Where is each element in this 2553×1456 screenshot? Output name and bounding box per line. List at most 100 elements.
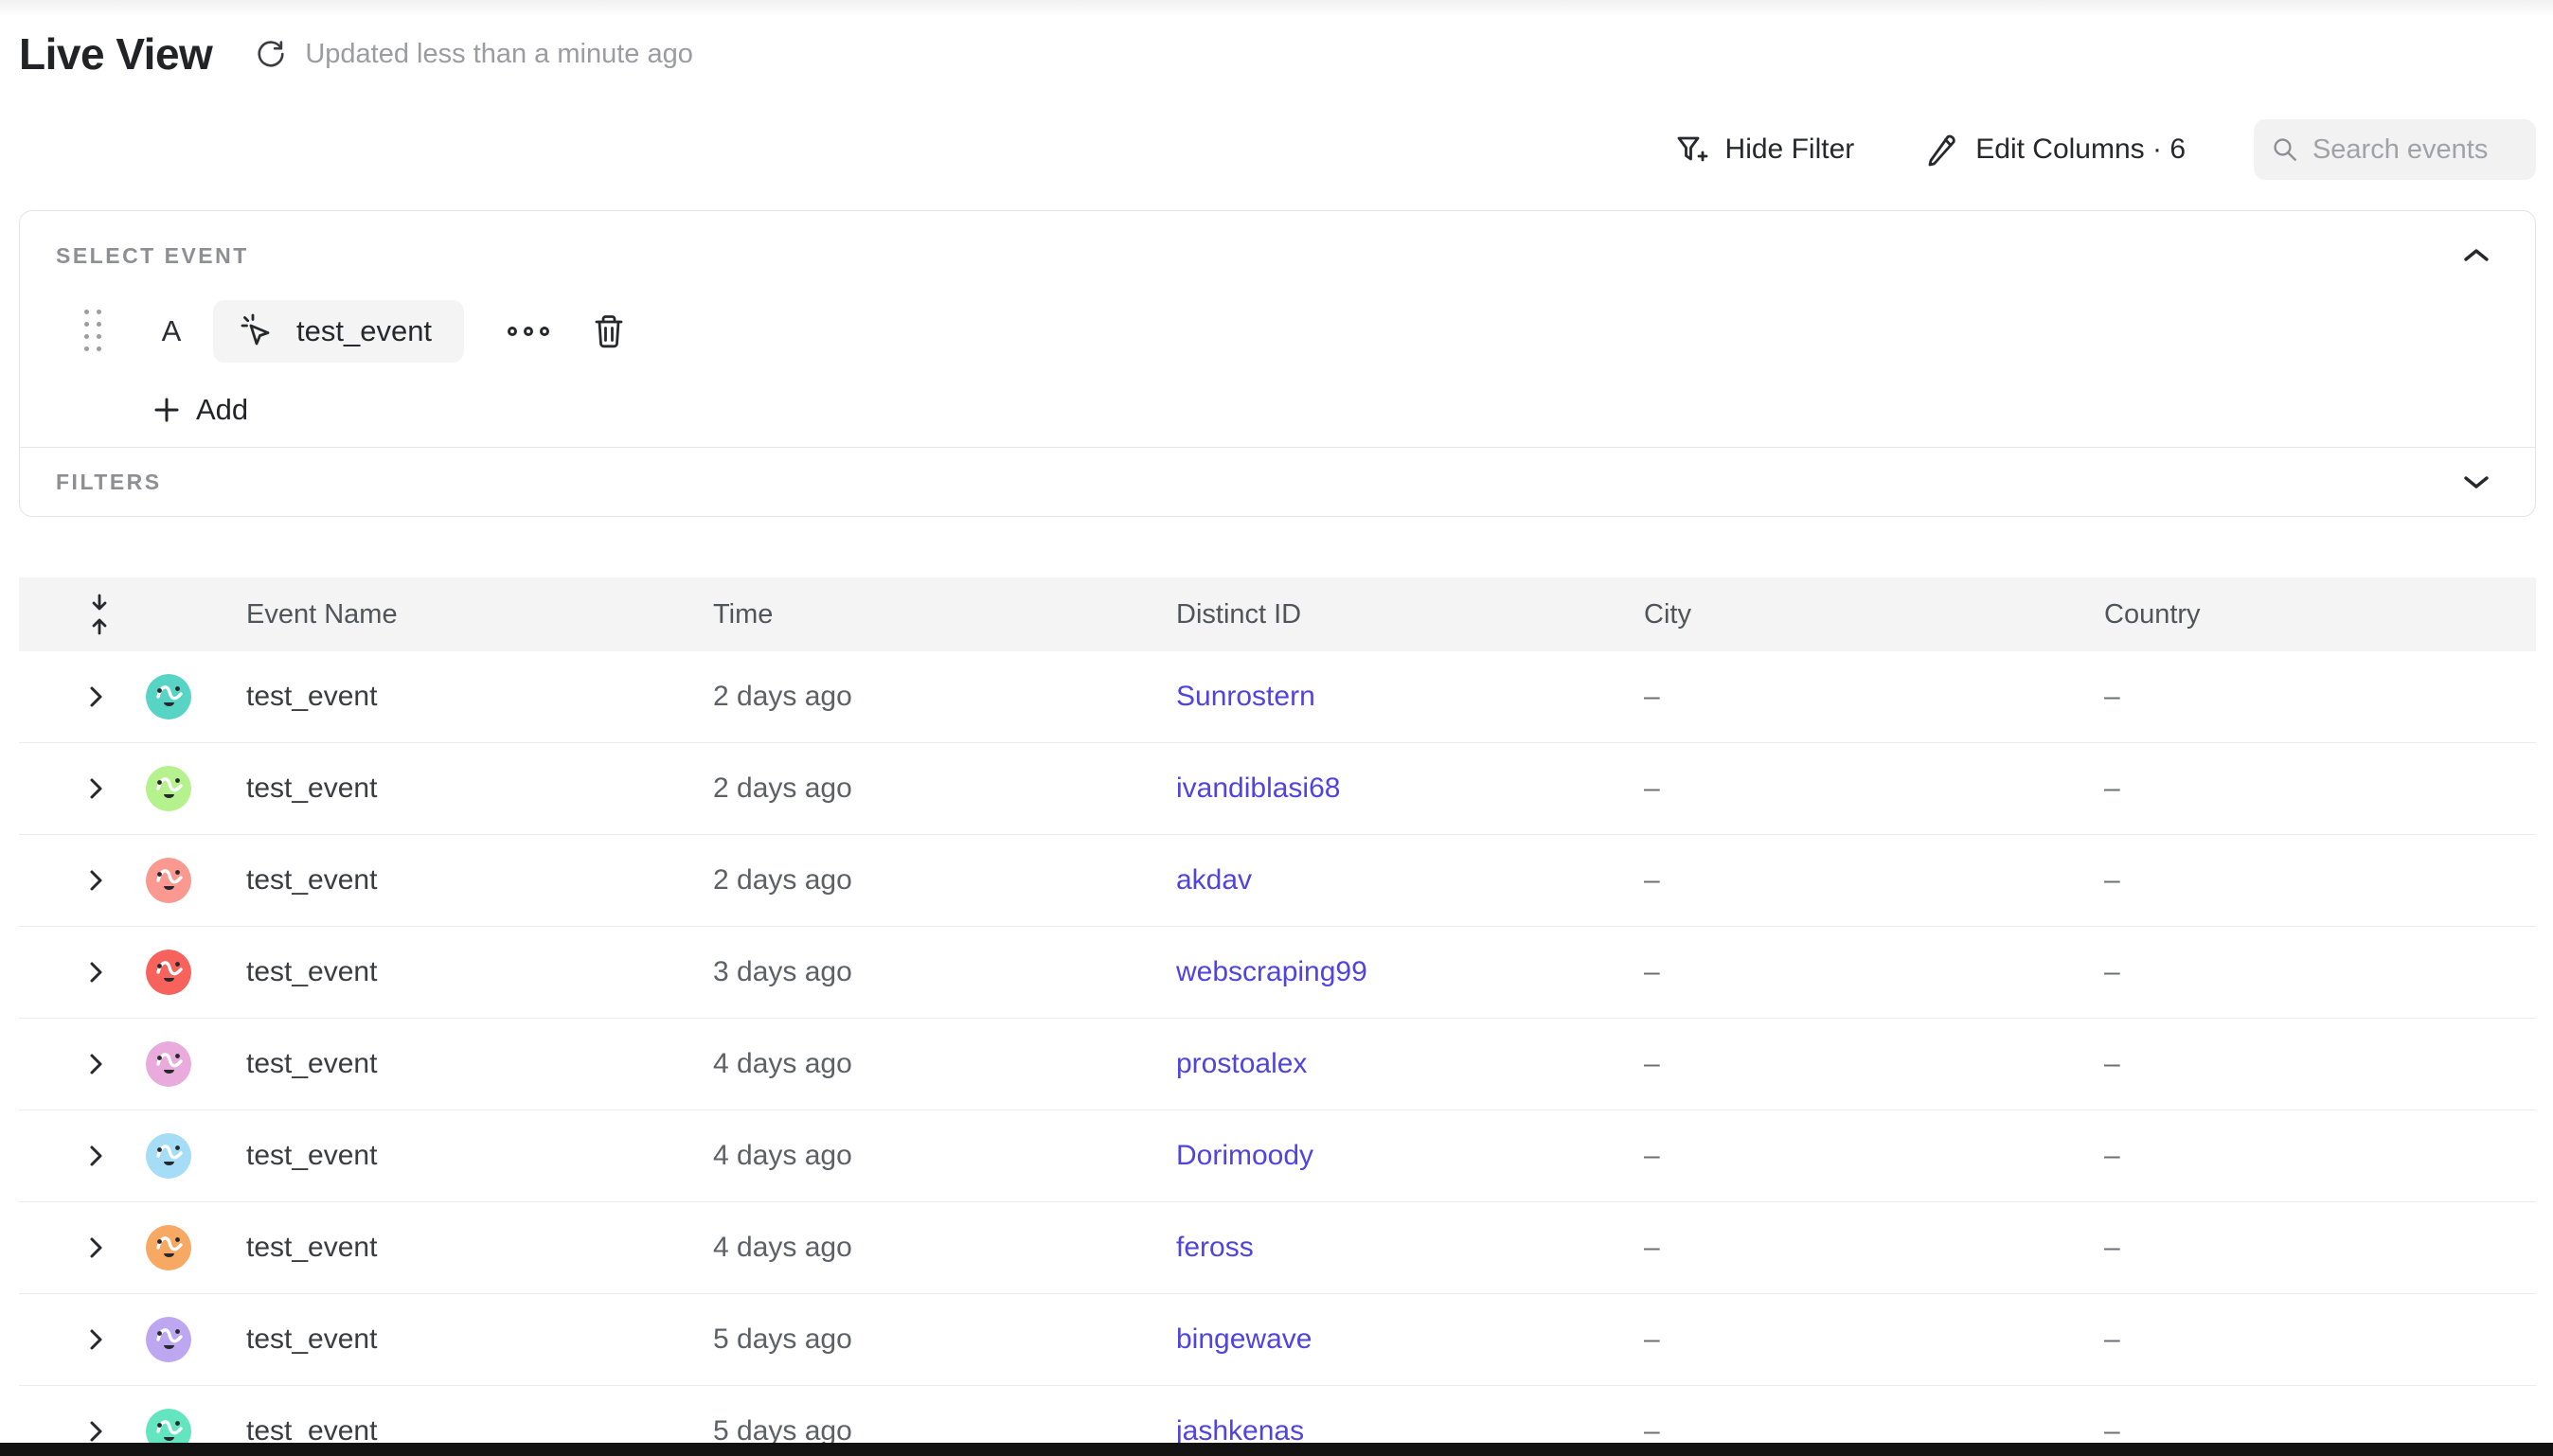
distinct-id-link[interactable]: feross (1176, 1232, 1254, 1263)
expand-row-icon[interactable] (87, 867, 104, 894)
pencil-icon (1928, 134, 1955, 167)
expand-row-icon[interactable] (87, 1326, 104, 1353)
column-header-distinct-id[interactable]: Distinct ID (1176, 598, 1302, 630)
cursor-click-icon (241, 313, 270, 346)
avatar (146, 1133, 191, 1179)
filters-section: FILTERS (20, 448, 2535, 516)
avatar (146, 1225, 191, 1270)
updated-status: Updated less than a minute ago (305, 38, 693, 69)
delete-event-button[interactable] (585, 307, 633, 356)
distinct-id-link[interactable]: akdav (1176, 864, 1253, 896)
filters-label: FILTERS (56, 469, 162, 494)
add-label: Add (196, 393, 249, 426)
trash-icon (595, 315, 623, 348)
search-box[interactable] (2254, 119, 2536, 180)
top-edge-fade (0, 0, 2553, 17)
city-cell: – (1644, 1048, 1660, 1079)
hide-filter-label: Hide Filter (1724, 133, 1855, 165)
hide-filter-button[interactable]: Hide Filter (1672, 131, 1855, 169)
time-cell: 4 days ago (713, 1232, 852, 1263)
country-cell: – (2104, 1048, 2120, 1079)
country-cell: – (2104, 1140, 2120, 1171)
edit-columns-button[interactable]: Edit Columns · 6 (1922, 131, 2186, 169)
event-name-cell: test_event (246, 1048, 378, 1079)
country-cell: – (2104, 864, 2120, 896)
add-event-button[interactable]: Add (152, 393, 248, 427)
select-event-label: SELECT EVENT (56, 242, 249, 268)
expand-row-icon[interactable] (87, 959, 104, 985)
city-cell: – (1644, 1323, 1660, 1355)
event-selector-button[interactable]: test_event (213, 300, 465, 363)
event-name-cell: test_event (246, 772, 378, 804)
expand-row-icon[interactable] (87, 1143, 104, 1169)
table-row[interactable]: test_event 4 days ago prostoalex – – (19, 1019, 2536, 1110)
table-row[interactable]: test_event 3 days ago webscraping99 – – (19, 927, 2536, 1019)
distinct-id-link[interactable]: webscraping99 (1176, 956, 1367, 987)
distinct-id-link[interactable]: Sunrostern (1176, 681, 1315, 712)
time-cell: 2 days ago (713, 772, 852, 804)
expand-row-icon[interactable] (87, 775, 104, 802)
page-title: Live View (19, 29, 213, 79)
collapse-select-event-button[interactable] (2455, 240, 2497, 272)
time-cell: 5 days ago (713, 1323, 852, 1355)
event-letter: A (161, 314, 182, 347)
event-name-cell: test_event (246, 681, 378, 712)
avatar (146, 950, 191, 995)
event-name-cell: test_event (246, 1415, 378, 1447)
expand-filters-button[interactable] (2455, 466, 2497, 498)
table-row[interactable]: test_event 2 days ago Sunrostern – – (19, 651, 2536, 743)
distinct-id-link[interactable]: Dorimoody (1176, 1140, 1314, 1171)
table-header: Event Name Time Distinct ID City Country (19, 577, 2536, 651)
expand-row-icon[interactable] (87, 1418, 104, 1445)
column-header-event-name[interactable]: Event Name (246, 598, 398, 630)
country-cell: – (2104, 1232, 2120, 1263)
avatar (146, 1041, 191, 1087)
event-name-cell: test_event (246, 1323, 378, 1355)
plus-icon (154, 398, 179, 422)
query-builder-card: SELECT EVENT A test_event (19, 210, 2536, 517)
expand-row-icon[interactable] (87, 1051, 104, 1077)
table-row[interactable]: test_event 4 days ago feross – – (19, 1202, 2536, 1294)
expand-row-icon[interactable] (87, 684, 104, 710)
table-row[interactable]: test_event 2 days ago ivandiblasi68 – – (19, 743, 2536, 835)
more-options-button[interactable] (498, 317, 559, 346)
collapse-vertical-icon[interactable] (87, 593, 112, 636)
city-cell: – (1644, 1415, 1660, 1447)
distinct-id-link[interactable]: jashkenas (1176, 1415, 1305, 1447)
filter-plus-icon (1677, 136, 1707, 162)
event-row: A test_event (20, 300, 2535, 363)
drag-handle-icon[interactable] (84, 310, 103, 353)
table-row[interactable]: test_event 4 days ago Dorimoody – – (19, 1110, 2536, 1202)
city-cell: – (1644, 772, 1660, 804)
city-cell: – (1644, 1232, 1660, 1263)
city-cell: – (1644, 681, 1660, 712)
distinct-id-link[interactable]: prostoalex (1176, 1048, 1308, 1079)
avatar (146, 1317, 191, 1362)
table-row[interactable]: test_event 2 days ago akdav – – (19, 835, 2536, 927)
country-cell: – (2104, 1415, 2120, 1447)
distinct-id-link[interactable]: ivandiblasi68 (1176, 772, 1341, 804)
time-cell: 5 days ago (713, 1415, 852, 1447)
time-cell: 3 days ago (713, 956, 852, 987)
time-cell: 4 days ago (713, 1048, 852, 1079)
city-cell: – (1644, 864, 1660, 896)
distinct-id-link[interactable]: bingewave (1176, 1323, 1312, 1355)
avatar (146, 674, 191, 719)
avatar (146, 766, 191, 811)
column-header-time[interactable]: Time (713, 598, 774, 630)
bottom-edge-bar (0, 1443, 2553, 1456)
event-chip-label: test_event (296, 314, 433, 347)
events-table: Event Name Time Distinct ID City Country (19, 577, 2536, 1456)
table-row[interactable]: test_event 5 days ago bingewave – – (19, 1294, 2536, 1386)
event-name-cell: test_event (246, 1140, 378, 1171)
country-cell: – (2104, 681, 2120, 712)
expand-row-icon[interactable] (87, 1234, 104, 1261)
avatar (146, 858, 191, 903)
search-input[interactable] (2312, 133, 2519, 166)
edit-columns-label: Edit Columns · 6 (1975, 133, 2186, 165)
column-header-city[interactable]: City (1644, 598, 1691, 630)
column-header-country[interactable]: Country (2104, 598, 2201, 630)
refresh-icon (258, 41, 284, 67)
refresh-button[interactable] (252, 35, 290, 73)
